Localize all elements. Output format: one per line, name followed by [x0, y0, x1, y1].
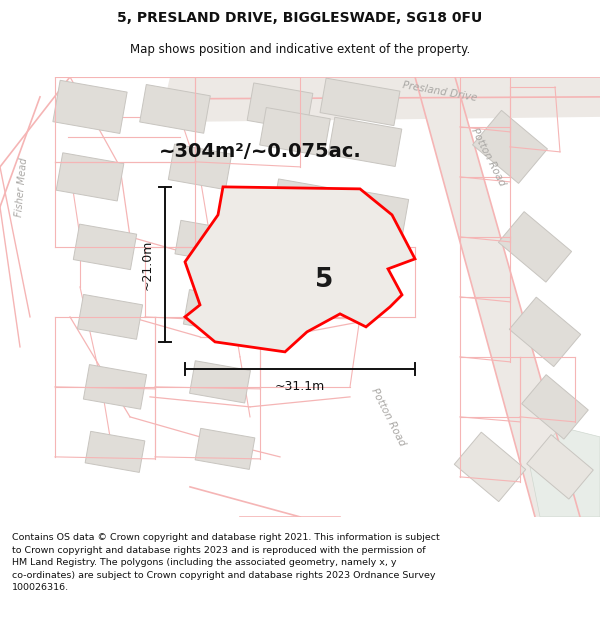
Text: Contains OS data © Crown copyright and database right 2021. This information is : Contains OS data © Crown copyright and d… [12, 533, 440, 592]
Text: 5, PRESLAND DRIVE, BIGGLESWADE, SG18 0FU: 5, PRESLAND DRIVE, BIGGLESWADE, SG18 0FU [118, 11, 482, 26]
Polygon shape [260, 107, 331, 156]
Polygon shape [527, 434, 593, 499]
Text: Map shows position and indicative extent of the property.: Map shows position and indicative extent… [130, 42, 470, 56]
Polygon shape [320, 78, 400, 126]
Text: ~31.1m: ~31.1m [275, 381, 325, 393]
Polygon shape [509, 297, 581, 367]
Polygon shape [175, 221, 235, 263]
Polygon shape [499, 212, 572, 282]
Polygon shape [77, 294, 143, 339]
Polygon shape [195, 428, 255, 469]
Polygon shape [530, 427, 600, 517]
Text: Fisher Mead: Fisher Mead [14, 157, 29, 217]
Text: ~21.0m: ~21.0m [140, 239, 154, 289]
Polygon shape [328, 118, 402, 166]
Polygon shape [56, 152, 124, 201]
Polygon shape [165, 77, 600, 122]
Polygon shape [73, 224, 137, 269]
Polygon shape [415, 77, 580, 517]
Polygon shape [454, 432, 526, 502]
Polygon shape [341, 189, 409, 235]
Polygon shape [190, 361, 250, 403]
Polygon shape [184, 289, 247, 334]
Text: 5: 5 [315, 268, 334, 293]
Polygon shape [169, 144, 232, 189]
Text: ~304m²/~0.075ac.: ~304m²/~0.075ac. [158, 142, 361, 161]
Polygon shape [53, 80, 127, 134]
Text: Potton Road: Potton Road [469, 126, 507, 188]
Polygon shape [247, 83, 313, 131]
Text: Presland Drive: Presland Drive [402, 81, 478, 103]
Text: Potton Road: Potton Road [369, 386, 407, 448]
Polygon shape [85, 431, 145, 472]
Polygon shape [83, 364, 146, 409]
Polygon shape [140, 84, 211, 133]
Polygon shape [522, 374, 588, 439]
Polygon shape [185, 187, 415, 352]
Polygon shape [473, 111, 547, 183]
Polygon shape [272, 179, 338, 225]
